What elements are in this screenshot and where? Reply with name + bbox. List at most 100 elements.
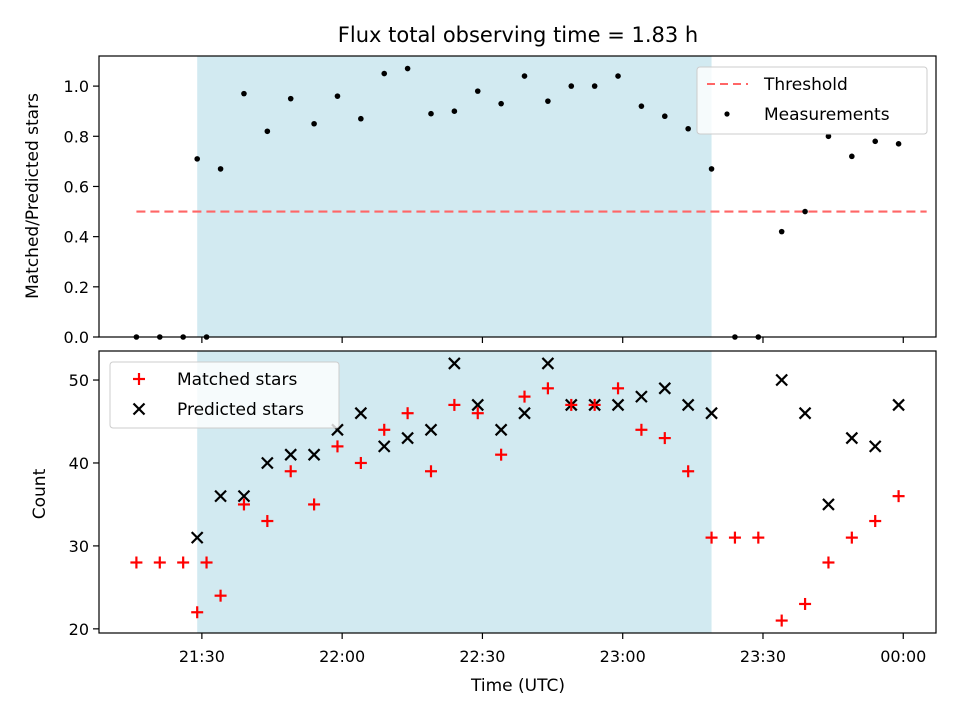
legend-measurements-label: Measurements — [764, 105, 890, 125]
legend-measurements-swatch — [724, 111, 730, 117]
bottom-ytick-label: 40 — [69, 454, 89, 473]
legend-predicted-label: Predicted stars — [177, 400, 304, 420]
matched-star-point — [354, 456, 367, 469]
predicted-star-point — [354, 406, 368, 420]
measurement-point — [217, 166, 224, 172]
measurement-point — [428, 110, 434, 117]
legend-x-marker — [132, 402, 146, 416]
top-ytick-label: 0.8 — [64, 127, 89, 146]
matched-star-point — [705, 531, 718, 544]
matched-star-point — [448, 398, 461, 411]
top-ytick-label: 0.6 — [64, 177, 89, 196]
measurement-point — [872, 138, 879, 145]
bottom-ytick-label: 20 — [69, 620, 89, 639]
matched-star-point — [261, 515, 274, 528]
measurement-point — [591, 83, 598, 89]
measurement-point — [615, 73, 621, 79]
predicted-star-point — [377, 440, 391, 453]
measurement-point — [334, 93, 341, 99]
measurement-point — [708, 166, 715, 172]
bottom-ytick-label: 30 — [69, 537, 89, 556]
predicted-star-point — [611, 398, 625, 412]
measurement-point — [287, 95, 294, 102]
predicted-star-point — [892, 398, 905, 412]
legend-matched-label: Matched stars — [177, 370, 297, 390]
bottom-ticks: 20 30 40 50 21:30 22:00 22:30 23:00 23:30 00:00 — [69, 371, 927, 666]
bottom-xlabel: Time (UTC) — [470, 676, 565, 696]
measurement-point — [802, 208, 808, 215]
legend-plus-marker — [133, 373, 145, 385]
legend-threshold-label: Threshold — [763, 75, 848, 95]
predicted-star-point — [868, 440, 882, 453]
measurement-point — [568, 83, 575, 89]
matched-star-point — [495, 448, 508, 461]
top-span — [197, 56, 712, 337]
measurement-point — [264, 128, 271, 135]
measurement-point — [358, 115, 364, 122]
measurement-point — [661, 113, 668, 120]
bottom-ytick-label: 50 — [69, 371, 89, 390]
matched-star-point — [869, 515, 882, 528]
bottom-xtick-label: 21:30 — [179, 647, 225, 666]
matched-star-point — [752, 531, 765, 544]
measurement-point — [685, 125, 691, 132]
predicted-star-point — [518, 406, 531, 420]
matched-star-point — [130, 556, 143, 569]
predicted-star-point — [775, 373, 788, 387]
measurement-point — [895, 141, 902, 147]
predicted-star-point — [261, 456, 274, 470]
bottom-xtick-label: 23:30 — [740, 647, 786, 666]
matched-star-point — [471, 407, 484, 420]
matched-star-point — [728, 531, 741, 544]
predicted-star-point — [237, 489, 251, 503]
measurement-point — [311, 120, 317, 127]
top-axes-frame — [98, 55, 937, 338]
predicted-star-point — [424, 423, 438, 437]
top-legend-box — [696, 66, 928, 135]
predicted-star-point — [214, 489, 227, 503]
matched-star-point — [635, 423, 648, 436]
matched-star-point — [401, 407, 414, 420]
measurement-point — [194, 156, 200, 162]
matched-star-point — [214, 589, 227, 602]
measurement-point — [825, 133, 832, 140]
matched-star-point — [518, 390, 531, 403]
matched-star-point — [845, 531, 858, 544]
measurement-point — [545, 98, 551, 104]
matched-star-point — [177, 556, 190, 569]
predicted-star-point — [658, 382, 672, 395]
matched-star-point — [331, 440, 344, 453]
top-ytick-label: 0.0 — [64, 328, 89, 347]
predicted-star-point — [845, 431, 859, 445]
bottom-xtick-label: 23:00 — [600, 647, 646, 666]
matched-star-point — [191, 606, 204, 619]
measurement-point — [451, 108, 458, 114]
predicted-star-point — [494, 423, 508, 437]
measurement-point — [498, 100, 504, 107]
measurement-point — [638, 103, 645, 109]
matched-star-point — [775, 614, 788, 627]
matched-star-point — [378, 423, 391, 436]
bottom-ylabel: Count — [30, 468, 50, 519]
legend-predicted-swatch — [132, 402, 146, 416]
matched-star-point — [799, 597, 812, 610]
predicted-star-point — [635, 390, 648, 403]
legend-matched-swatch — [133, 373, 145, 385]
matched-star-point — [822, 556, 835, 569]
matched-star-point — [284, 465, 297, 478]
matched-star-point — [153, 556, 166, 569]
bottom-legend-box — [109, 361, 340, 429]
matched-star-point — [682, 465, 695, 478]
predicted-star-point — [284, 448, 297, 461]
bottom-xtick-label: 22:30 — [459, 647, 505, 666]
top-ytick-label: 1.0 — [64, 77, 89, 96]
matched-star-point — [200, 556, 213, 569]
matched-star-point — [237, 498, 250, 511]
measurement-point — [474, 88, 481, 94]
bottom-xtick-label: 00:00 — [880, 647, 926, 666]
predicted-star-point — [798, 406, 812, 420]
matched-star-point — [541, 382, 554, 395]
measurement-point — [521, 73, 528, 79]
bottom-panel: 20 30 40 50 21:30 22:00 22:30 23:00 23:30 00:00 C… — [30, 350, 937, 696]
matched-star-point — [308, 498, 321, 511]
